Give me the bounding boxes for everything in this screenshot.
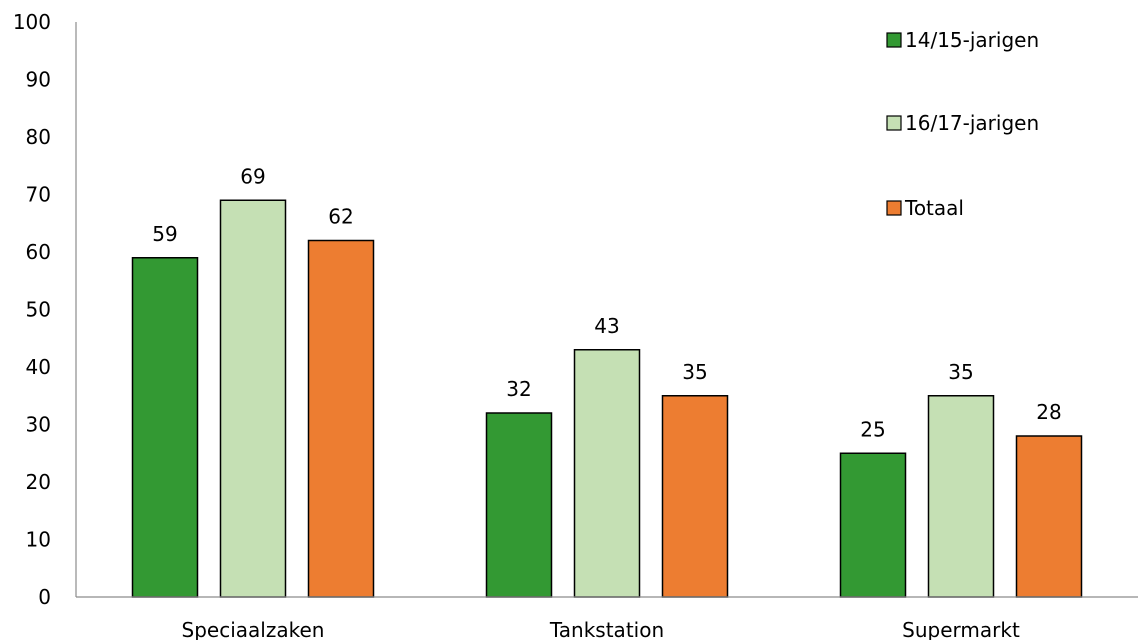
data-label: 35 — [948, 360, 973, 384]
bar-tankstation-1 — [485, 412, 553, 598]
y-tick-label: 30 — [26, 413, 51, 437]
y-tick-label: 70 — [26, 183, 51, 207]
data-label: 28 — [1036, 400, 1061, 424]
bar-tankstation-3 — [661, 395, 729, 598]
data-label: 25 — [860, 417, 885, 441]
data-label: 35 — [682, 360, 707, 384]
bar-speciaalzaken-1 — [131, 257, 199, 598]
data-labels: 59 69 62 32 43 35 25 35 28 — [152, 164, 1061, 441]
y-tick-label: 10 — [26, 528, 51, 552]
bar-speciaalzaken-2 — [219, 199, 287, 598]
y-tick-label: 100 — [13, 10, 51, 34]
legend-label: 14/15-jarigen — [905, 28, 1039, 52]
bar-speciaalzaken-3 — [307, 239, 375, 598]
y-tick-label: 20 — [26, 470, 51, 494]
y-tick-label: 40 — [26, 355, 51, 379]
legend-swatch — [886, 32, 902, 48]
legend: 14/15-jarigen 16/17-jarigen Totaal — [886, 28, 1039, 220]
y-axis-ticks: 0 10 20 30 40 50 60 70 80 90 100 — [13, 10, 51, 609]
y-tick-label: 80 — [26, 125, 51, 149]
x-category-label: Speciaalzaken — [182, 618, 325, 640]
x-category-label: Tankstation — [549, 618, 664, 640]
y-tick-label: 60 — [26, 240, 51, 264]
y-tick-label: 90 — [26, 68, 51, 92]
bar-supermarkt-1 — [839, 452, 907, 598]
bar-tankstation-2 — [573, 349, 641, 598]
x-category-label: Supermarkt — [902, 618, 1020, 640]
data-label: 32 — [506, 377, 531, 401]
bar-supermarkt-3 — [1015, 435, 1083, 598]
data-label: 59 — [152, 222, 177, 246]
data-label: 43 — [594, 314, 619, 338]
bar-supermarkt-2 — [927, 395, 995, 598]
legend-swatch — [886, 200, 902, 216]
legend-label: Totaal — [904, 196, 964, 220]
y-tick-label: 0 — [38, 585, 51, 609]
x-axis-labels: Speciaalzaken Tankstation Supermarkt — [182, 618, 1020, 640]
y-tick-label: 50 — [26, 298, 51, 322]
data-label: 69 — [240, 164, 265, 188]
legend-label: 16/17-jarigen — [905, 111, 1039, 135]
legend-swatch — [886, 115, 902, 131]
bars — [131, 199, 1083, 598]
data-label: 62 — [328, 205, 353, 229]
